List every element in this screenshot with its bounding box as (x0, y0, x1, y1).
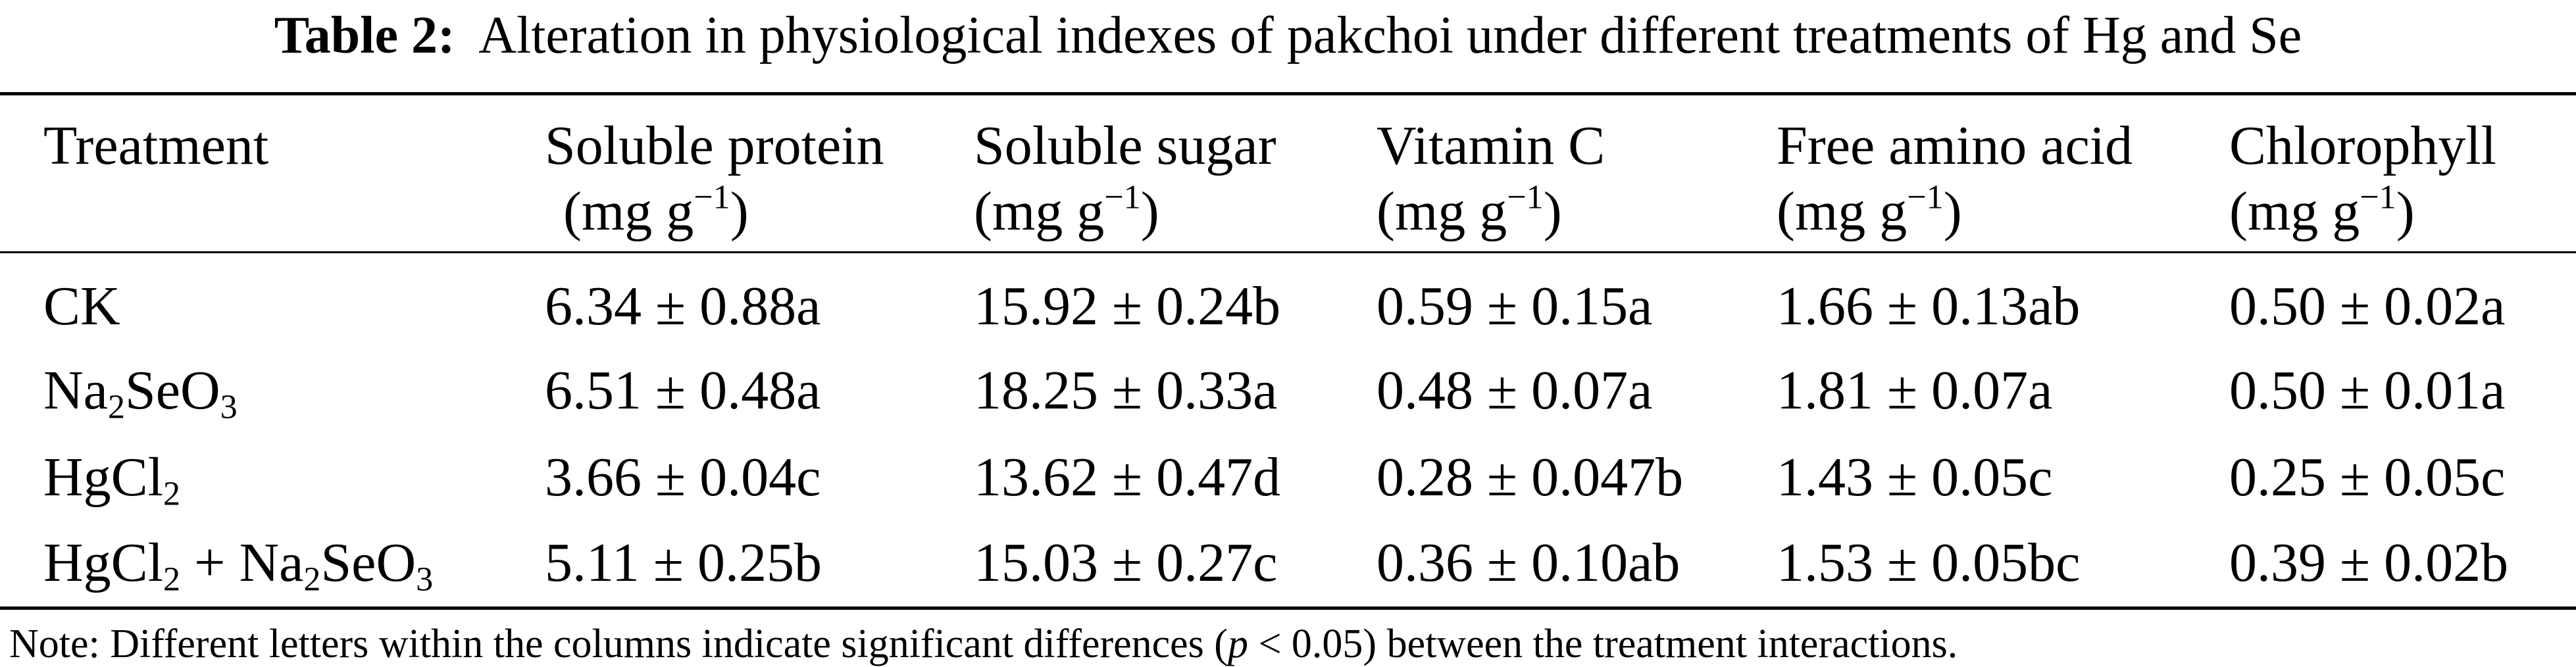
table-note: Note: Different letters within the colum… (9, 622, 1958, 666)
table-cell: 6.51 ± 0.48a (545, 360, 821, 421)
table-cell: 0.59 ± 0.15a (1376, 276, 1653, 337)
table-cell: 6.34 ± 0.88a (545, 276, 821, 337)
table-cell: 0.50 ± 0.01a (2229, 360, 2506, 421)
unit-soluble-protein: (mg g−1) (563, 178, 749, 242)
table-cell: 3.66 ± 0.04c (545, 447, 821, 508)
table-cell: 0.50 ± 0.02a (2229, 276, 2506, 337)
table-cell: 5.11 ± 0.25b (545, 532, 822, 593)
table-cell: 13.62 ± 0.47d (974, 447, 1281, 508)
table-title: Alteration in physiological indexes of p… (478, 7, 2302, 64)
table-cell: 15.03 ± 0.27c (974, 532, 1278, 593)
table-caption: Table 2: Alteration in physiological ind… (0, 0, 2576, 79)
unit-free-amino-acid: (mg g−1) (1777, 178, 1962, 242)
table-cell: 1.43 ± 0.05c (1777, 447, 2053, 508)
table-cell: 0.25 ± 0.05c (2229, 447, 2506, 508)
header-soluble-sugar: Soluble sugar (974, 115, 1276, 176)
table-cell: 0.36 ± 0.10ab (1376, 532, 1680, 593)
table-cell: 0.48 ± 0.07a (1376, 360, 1653, 421)
table-label: Table 2: (274, 7, 455, 64)
table-cell: 1.66 ± 0.13ab (1777, 276, 2081, 337)
table-cell: 1.53 ± 0.05bc (1777, 532, 2081, 593)
table-cell: 0.39 ± 0.02b (2229, 532, 2509, 593)
header-treatment: Treatment (43, 115, 269, 176)
table-cell: 0.28 ± 0.047b (1376, 447, 1684, 508)
table-cell: 1.81 ± 0.07a (1777, 360, 2053, 421)
treatment-ck: CK (43, 276, 120, 337)
unit-soluble-sugar: (mg g−1) (974, 178, 1159, 242)
table-cell: 18.25 ± 0.33a (974, 360, 1278, 421)
header-soluble-protein: Soluble protein (545, 115, 884, 176)
table-cell: 15.92 ± 0.24b (974, 276, 1281, 337)
unit-chlorophyll: (mg g−1) (2229, 178, 2415, 242)
header-free-amino-acid: Free amino acid (1777, 115, 2133, 176)
treatment-hgcl2: HgCl2 (43, 447, 181, 513)
treatment-hgcl2-na2seo3: HgCl2 + Na2SeO3 (43, 532, 434, 599)
unit-vitamin-c: (mg g−1) (1376, 178, 1562, 242)
header-chlorophyll: Chlorophyll (2229, 115, 2497, 176)
bottom-rule (0, 606, 2576, 610)
treatment-na2seo3: Na2SeO3 (43, 360, 238, 426)
header-vitamin-c: Vitamin C (1376, 115, 1605, 176)
header-rule (0, 251, 2576, 253)
top-rule (0, 92, 2576, 95)
